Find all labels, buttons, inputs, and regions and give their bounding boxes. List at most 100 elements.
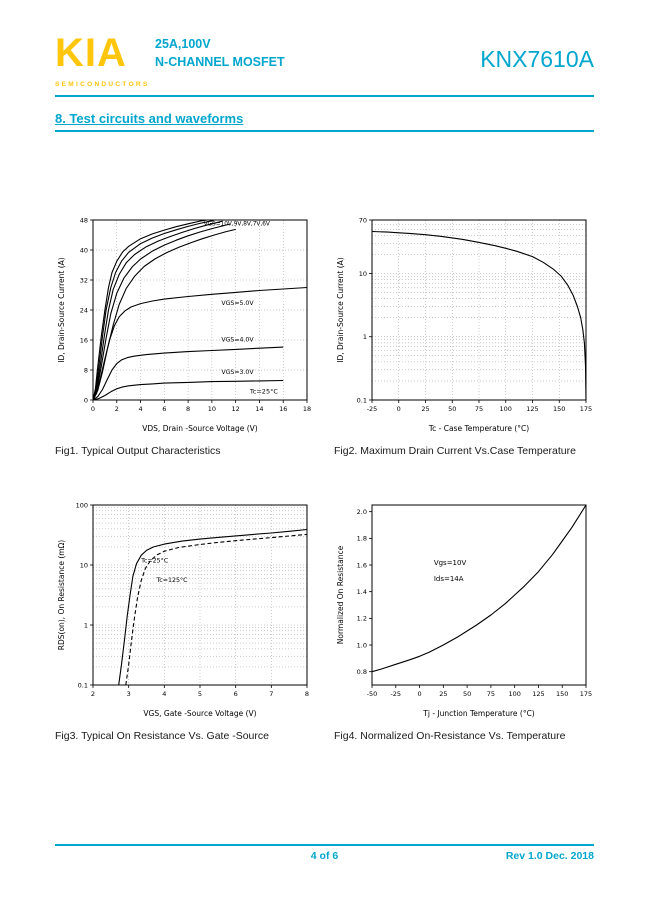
figures-grid: 0 2 4 6 8 10 12 14 16 18 0 8 16 24 32 40 48 VDS, Drain -S… bbox=[55, 212, 594, 742]
svg-text:12: 12 bbox=[232, 405, 240, 413]
svg-text:25: 25 bbox=[439, 690, 447, 698]
svg-text:Vgs=10V: Vgs=10V bbox=[434, 559, 467, 567]
section-title: 8. Test circuits and waveforms bbox=[55, 111, 594, 132]
fig2-max-drain-current-chart: -25 0 25 50 75 100 125 150 175 0.1 1 10 70 Tc - Case … bbox=[334, 212, 594, 436]
svg-text:18: 18 bbox=[303, 405, 311, 413]
svg-text:40: 40 bbox=[80, 246, 88, 254]
svg-text:8: 8 bbox=[84, 366, 88, 374]
figure-1: 0 2 4 6 8 10 12 14 16 18 0 8 16 24 32 40 48 VDS, Drain -S… bbox=[55, 212, 315, 457]
svg-text:75: 75 bbox=[475, 405, 483, 413]
svg-text:125: 125 bbox=[532, 690, 544, 698]
semiconductors-label: SEMICONDUCTORS bbox=[55, 81, 150, 88]
svg-text:0.1: 0.1 bbox=[78, 681, 88, 689]
svg-text:Ids=14A: Ids=14A bbox=[434, 575, 464, 583]
svg-text:1: 1 bbox=[84, 621, 88, 629]
figure-4: -50 -25 0 25 50 75 100 125 150 175 0.8 1.0 1.2 1.4 1.6… bbox=[334, 497, 594, 742]
svg-text:150: 150 bbox=[556, 690, 568, 698]
svg-text:4: 4 bbox=[162, 690, 166, 698]
svg-text:2: 2 bbox=[115, 405, 119, 413]
svg-text:Tj - Junction Temperature (°C): Tj - Junction Temperature (°C) bbox=[422, 709, 535, 718]
svg-text:175: 175 bbox=[580, 690, 592, 698]
svg-text:ID, Drain-Source Current (A): ID, Drain-Source Current (A) bbox=[57, 257, 66, 363]
svg-text:25: 25 bbox=[421, 405, 429, 413]
svg-text:1.4: 1.4 bbox=[357, 588, 367, 596]
svg-text:2.0: 2.0 bbox=[357, 508, 367, 516]
product-type: N-CHANNEL MOSFET bbox=[155, 54, 285, 69]
svg-text:14: 14 bbox=[255, 405, 263, 413]
svg-text:50: 50 bbox=[463, 690, 471, 698]
svg-text:7: 7 bbox=[269, 690, 273, 698]
page-indicator: 4 of 6 bbox=[310, 850, 339, 862]
svg-text:VDS, Drain -Source Voltage (V): VDS, Drain -Source Voltage (V) bbox=[142, 424, 258, 433]
svg-text:2: 2 bbox=[91, 690, 95, 698]
part-number: KNX7610A bbox=[480, 46, 594, 72]
svg-text:10: 10 bbox=[80, 561, 88, 569]
page-header: KIA SEMICONDUCTORS 25A,100V N-CHANNEL MO… bbox=[0, 0, 649, 88]
fig3-caption: Fig3. Typical On Resistance Vs. Gate -So… bbox=[55, 730, 269, 742]
svg-text:75: 75 bbox=[487, 690, 495, 698]
kia-logo: KIA SEMICONDUCTORS bbox=[55, 33, 151, 88]
svg-text:Tc=25°C: Tc=25°C bbox=[249, 387, 278, 395]
svg-text:VGS, Gate -Source Voltage (V): VGS, Gate -Source Voltage (V) bbox=[143, 709, 256, 718]
svg-text:6: 6 bbox=[162, 405, 166, 413]
svg-text:8: 8 bbox=[305, 690, 309, 698]
svg-text:RDS(on), On Resistance (mΩ): RDS(on), On Resistance (mΩ) bbox=[57, 540, 66, 651]
svg-text:1.6: 1.6 bbox=[357, 561, 367, 569]
svg-text:1.0: 1.0 bbox=[357, 641, 367, 649]
svg-text:10: 10 bbox=[359, 270, 367, 278]
svg-text:-50: -50 bbox=[367, 690, 378, 698]
svg-text:24: 24 bbox=[80, 306, 88, 314]
svg-text:0.8: 0.8 bbox=[357, 668, 367, 676]
svg-text:32: 32 bbox=[80, 276, 88, 284]
svg-text:50: 50 bbox=[448, 405, 456, 413]
svg-text:Tc - Case Temperature (°C): Tc - Case Temperature (°C) bbox=[428, 424, 529, 433]
svg-text:VGS=5.0V: VGS=5.0V bbox=[221, 300, 254, 307]
svg-text:100: 100 bbox=[508, 690, 520, 698]
svg-text:0: 0 bbox=[417, 690, 421, 698]
fig1-output-characteristics-chart: 0 2 4 6 8 10 12 14 16 18 0 8 16 24 32 40 48 VDS, Drain -S… bbox=[55, 212, 315, 436]
svg-text:125: 125 bbox=[526, 405, 538, 413]
svg-text:48: 48 bbox=[80, 216, 88, 224]
fig3-on-resistance-chart: 2 3 4 5 6 7 8 0.1 1 10 100 VGS, Gate -Source Voltag… bbox=[55, 497, 315, 721]
svg-text:70: 70 bbox=[359, 216, 367, 224]
svg-text:VGS=3.0V: VGS=3.0V bbox=[221, 369, 254, 376]
svg-text:Normalized On Resistance: Normalized On Resistance bbox=[336, 545, 345, 644]
fig4-caption: Fig4. Normalized On-Resistance Vs. Tempe… bbox=[334, 730, 566, 742]
svg-text:1.8: 1.8 bbox=[357, 535, 367, 543]
svg-text:Tc=25°C: Tc=25°C bbox=[140, 557, 169, 565]
svg-text:1.2: 1.2 bbox=[357, 615, 367, 623]
svg-text:0.1: 0.1 bbox=[357, 396, 367, 404]
revision-label: Rev 1.0 Dec. 2018 bbox=[505, 850, 594, 862]
svg-text:8: 8 bbox=[186, 405, 190, 413]
product-subtitle: 25A,100V N-CHANNEL MOSFET bbox=[155, 34, 285, 71]
page-footer: 4 of 6 Rev 1.0 Dec. 2018 bbox=[55, 844, 594, 862]
svg-text:1: 1 bbox=[363, 333, 367, 341]
svg-text:VGS=4.0V: VGS=4.0V bbox=[221, 337, 254, 344]
svg-text:-25: -25 bbox=[390, 690, 401, 698]
svg-text:16: 16 bbox=[279, 405, 287, 413]
svg-text:0: 0 bbox=[397, 405, 401, 413]
figure-3: 2 3 4 5 6 7 8 0.1 1 10 100 VGS, Gate -Source Voltag… bbox=[55, 497, 315, 742]
fig2-caption: Fig2. Maximum Drain Current Vs.Case Temp… bbox=[334, 445, 576, 457]
svg-text:Tc=125°C: Tc=125°C bbox=[155, 576, 188, 584]
fig4-normalized-resistance-chart: -50 -25 0 25 50 75 100 125 150 175 0.8 1.0 1.2 1.4 1.6… bbox=[334, 497, 594, 721]
svg-text:ID, Drain-Source Current (A): ID, Drain-Source Current (A) bbox=[336, 257, 345, 363]
svg-text:6: 6 bbox=[234, 690, 238, 698]
svg-text:100: 100 bbox=[500, 405, 512, 413]
fig1-caption: Fig1. Typical Output Characteristics bbox=[55, 445, 221, 457]
svg-text:16: 16 bbox=[80, 336, 88, 344]
svg-text:VGS=10V,9V,8V,7V,6V: VGS=10V,9V,8V,7V,6V bbox=[204, 222, 270, 228]
svg-text:100: 100 bbox=[76, 501, 88, 509]
product-rating: 25A,100V bbox=[155, 37, 211, 51]
svg-text:5: 5 bbox=[198, 690, 202, 698]
figure-2: -25 0 25 50 75 100 125 150 175 0.1 1 10 70 Tc - Case … bbox=[334, 212, 594, 457]
svg-text:175: 175 bbox=[580, 405, 592, 413]
header-rule bbox=[55, 95, 594, 97]
svg-text:150: 150 bbox=[553, 405, 565, 413]
svg-text:0: 0 bbox=[91, 405, 95, 413]
svg-text:-25: -25 bbox=[367, 405, 378, 413]
svg-text:4: 4 bbox=[138, 405, 142, 413]
svg-text:3: 3 bbox=[127, 690, 131, 698]
svg-text:0: 0 bbox=[84, 396, 88, 404]
